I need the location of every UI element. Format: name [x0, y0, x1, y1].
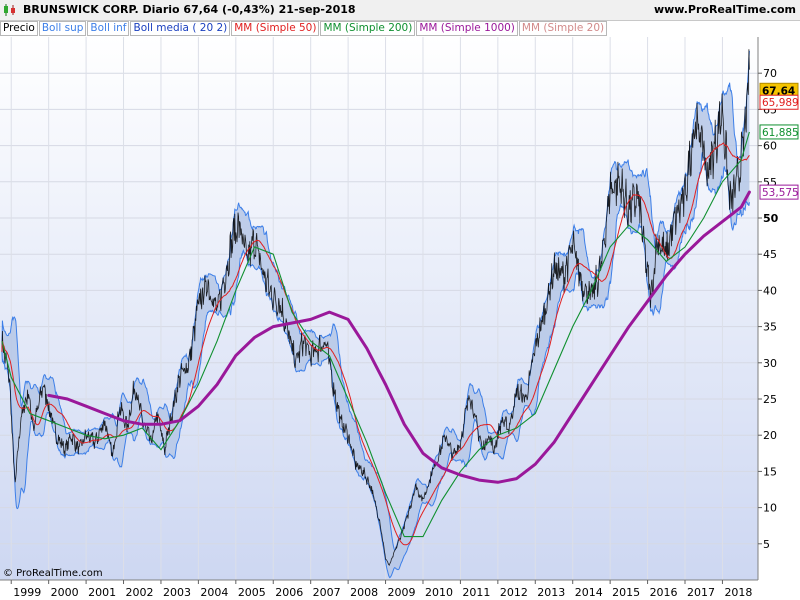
price-label-text: 67,64: [762, 85, 795, 97]
price-label-text: 53,575: [762, 187, 799, 199]
price-label-text: 61,885: [762, 127, 799, 139]
y-tick-label: 30: [763, 357, 777, 370]
y-tick-label: 20: [763, 429, 777, 442]
site-link[interactable]: www.ProRealTime.com: [653, 3, 796, 16]
y-tick-label: 15: [763, 465, 777, 478]
x-tick-label: 2010: [425, 586, 453, 599]
legend-item[interactable]: Boll inf: [87, 21, 130, 36]
price-label-text: 65,989: [762, 97, 799, 109]
price-label-box: [759, 184, 799, 200]
legend-item[interactable]: MM (Simple 200): [320, 21, 416, 36]
x-tick-label: 2006: [275, 586, 303, 599]
legend-item[interactable]: MM (Simple 50): [231, 21, 320, 36]
y-tick-label: 45: [763, 248, 777, 261]
x-tick-label: 2000: [51, 586, 79, 599]
x-tick-label: 2018: [724, 586, 752, 599]
y-tick-label: 10: [763, 502, 777, 515]
price-label-box: [759, 94, 799, 110]
price-label-box: [759, 124, 799, 140]
sma1000-line: [47, 190, 751, 484]
x-tick-label: 2003: [163, 586, 191, 599]
indicator-legend: Precio Boll sup Boll inf Boll media ( 20 2)…: [0, 21, 608, 36]
x-tick-label: 2011: [462, 586, 490, 599]
series-layer: [1, 49, 751, 579]
legend-item[interactable]: MM (Simple 1000): [416, 21, 518, 36]
x-tick-label: 2013: [537, 586, 565, 599]
sma50-line: [1, 142, 750, 546]
y-axis-background: [758, 37, 800, 600]
y-tick-label: 60: [763, 140, 777, 153]
x-tick-label: 2016: [650, 586, 678, 599]
x-tick-label: 2002: [126, 586, 154, 599]
x-axis: 1999 2000 2001 2002 2003 2004 2005 2006 2007 2008…: [0, 579, 758, 600]
legend-item[interactable]: MM (Simple 20): [518, 21, 608, 36]
sma200-line: [1, 131, 750, 538]
y-tick-label: 5: [763, 538, 770, 551]
x-tick-label: 2008: [350, 586, 378, 599]
x-tick-label: 2014: [575, 586, 603, 599]
legend-item[interactable]: Precio: [0, 21, 38, 36]
x-tick-label: 2007: [313, 586, 341, 599]
x-axis-background: [0, 580, 758, 600]
candlestick-logo-icon: [4, 4, 15, 16]
x-tick-label: 2004: [200, 586, 228, 599]
x-tick-label: 2009: [388, 586, 416, 599]
y-tick-label: 40: [763, 284, 777, 297]
x-tick-label: 2012: [500, 586, 528, 599]
x-tick-label: 2005: [238, 586, 266, 599]
x-tick-label: 2015: [612, 586, 640, 599]
x-tick-label: 2017: [687, 586, 715, 599]
y-tick-label: 50: [763, 212, 779, 225]
y-tick-label: 70: [763, 67, 777, 80]
y-tick-label: 35: [763, 321, 777, 334]
x-tick-label: 1999: [13, 586, 41, 599]
copyright-text: © ProRealTime.com: [3, 568, 103, 579]
legend-item[interactable]: Boll media ( 20 2): [130, 21, 231, 36]
grid-lines: [0, 37, 758, 580]
instrument-title: BRUNSWICK CORP. Diario 67,64 (-0,43%) 21…: [23, 3, 356, 16]
x-tick-label: 2001: [88, 586, 116, 599]
price-line: [1, 49, 750, 566]
y-tick-label: 25: [763, 393, 777, 406]
chart-header: BRUNSWICK CORP. Diario 67,64 (-0,43%) 21…: [0, 0, 800, 21]
legend-item[interactable]: Boll sup: [38, 21, 87, 36]
